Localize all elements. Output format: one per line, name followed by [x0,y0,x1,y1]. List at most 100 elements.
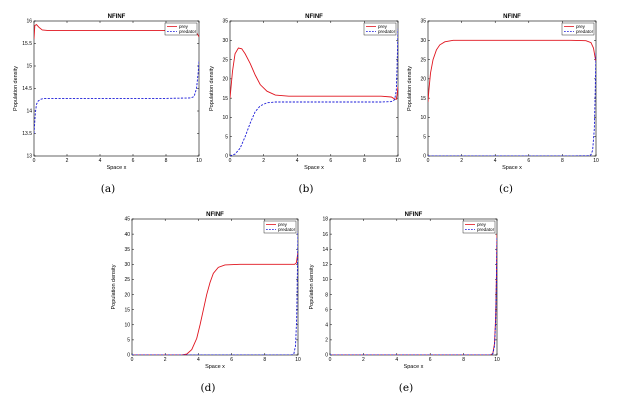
y-tick-label: 30 [124,262,130,268]
x-tick-label: 10 [395,158,401,164]
chart-panel-4: 0 2 4 6 8 10 0 2 4 6 8 10 12 14 16 18 NFINF Space x Popula… [309,212,500,394]
legend-box [363,22,397,36]
y-tick-label: 30 [420,38,426,44]
x-tick-label: 8 [363,158,366,164]
legend-box [561,22,595,36]
plot-frame [329,218,498,356]
chart-title: NFINF [503,14,521,20]
x-tick-label: 0 [229,158,232,164]
y-tick-label: 15 [222,96,228,102]
y-tick-label: 2 [325,338,328,344]
series-line-predator [230,28,398,156]
x-axis-label: Space x [205,364,225,370]
x-tick-label: 6 [230,357,233,363]
y-tick-label: 10 [420,115,426,121]
series-line-prey [330,234,497,355]
chart-panel-2: 0 2 4 6 8 10 0 5 10 15 20 25 30 35 NFINF Space x Populat… [407,14,599,195]
x-tick-label: 10 [295,357,301,363]
y-tick-label: 25 [222,57,228,63]
series-line-prey [428,39,596,103]
legend-label-prey: prey [179,24,189,29]
legend-label-prey: prey [477,222,487,227]
y-tick-label: 14 [322,247,328,253]
y-tick-label: 14.5 [22,86,32,92]
chart-title: NFINF [405,212,423,218]
x-tick-label: 0 [131,357,134,363]
y-tick-label: 16 [322,232,328,238]
x-tick-label: 2 [164,357,167,363]
y-axis-label: Population density [111,264,117,309]
series-line-prey [132,252,298,355]
legend-label-predator: predator [278,227,296,232]
plot-frame [427,20,597,157]
y-tick-label: 30 [222,38,228,44]
x-tick-label: 10 [593,158,599,164]
panel-caption: (a) [101,183,115,195]
legend-label-predator: predator [576,29,594,34]
y-tick-label: 5 [127,338,130,344]
panel-caption: (c) [499,183,513,195]
x-tick-label: 6 [329,158,332,164]
y-tick-label: 0 [325,353,328,359]
legend-label-predator: predator [378,29,396,34]
panel-caption: (e) [399,382,413,394]
x-tick-label: 8 [263,357,266,363]
legend-label-predator: predator [477,227,495,232]
legend-box [462,220,496,234]
y-tick-label: 12 [322,262,328,268]
x-tick-label: 6 [527,158,530,164]
x-tick-label: 0 [33,158,36,164]
y-tick-label: 20 [124,292,130,298]
x-tick-label: 0 [427,158,430,164]
x-tick-label: 2 [262,158,265,164]
chart-panel-1: 0 2 4 6 8 10 0 5 10 15 20 25 30 35 NFINF Space x Populat… [209,14,401,195]
y-tick-label: 20 [420,77,426,83]
legend-label-predator: predator [179,29,197,34]
legend-box [263,220,297,234]
y-tick-label: 0 [423,154,426,160]
legend-label-prey: prey [378,24,388,29]
y-tick-label: 35 [420,19,426,25]
y-tick-label: 5 [423,134,426,140]
chart-panel-3: 0 2 4 6 8 10 0 5 10 15 20 25 30 35 40 45 NFINF Space x Pop… [111,212,301,394]
y-tick-label: 18 [322,217,328,223]
chart-title: NFINF [108,14,126,20]
x-tick-label: 2 [362,357,365,363]
legend-label-prey: prey [278,222,288,227]
y-tick-label: 20 [222,77,228,83]
y-axis-label: Population density [209,66,215,111]
x-tick-label: 8 [165,158,168,164]
chart-title: NFINF [206,212,224,218]
legend-box [164,22,198,36]
x-tick-label: 2 [66,158,69,164]
y-tick-label: 40 [124,232,130,238]
y-tick-label: 0 [127,353,130,359]
y-tick-label: 10 [322,277,328,283]
y-tick-label: 6 [325,307,328,313]
y-tick-label: 0 [225,154,228,160]
y-tick-label: 16 [26,19,32,25]
y-tick-label: 4 [325,322,328,328]
x-tick-label: 4 [99,158,102,164]
y-tick-label: 13.5 [22,131,32,137]
plot-frame [131,218,299,356]
x-tick-label: 6 [429,357,432,363]
x-tick-label: 4 [197,357,200,363]
x-tick-label: 4 [296,158,299,164]
panel-caption: (d) [201,382,216,394]
y-tick-label: 25 [124,277,130,283]
y-tick-label: 15 [26,64,32,70]
plot-frame [33,20,200,157]
legend-label-prey: prey [576,24,586,29]
x-tick-label: 0 [329,357,332,363]
x-tick-label: 4 [494,158,497,164]
y-axis-label: Population density [13,66,19,111]
series-line-predator [428,51,596,156]
y-tick-label: 14 [26,109,32,115]
y-tick-label: 10 [124,322,130,328]
y-tick-label: 25 [420,57,426,63]
chart-title: NFINF [305,14,323,20]
